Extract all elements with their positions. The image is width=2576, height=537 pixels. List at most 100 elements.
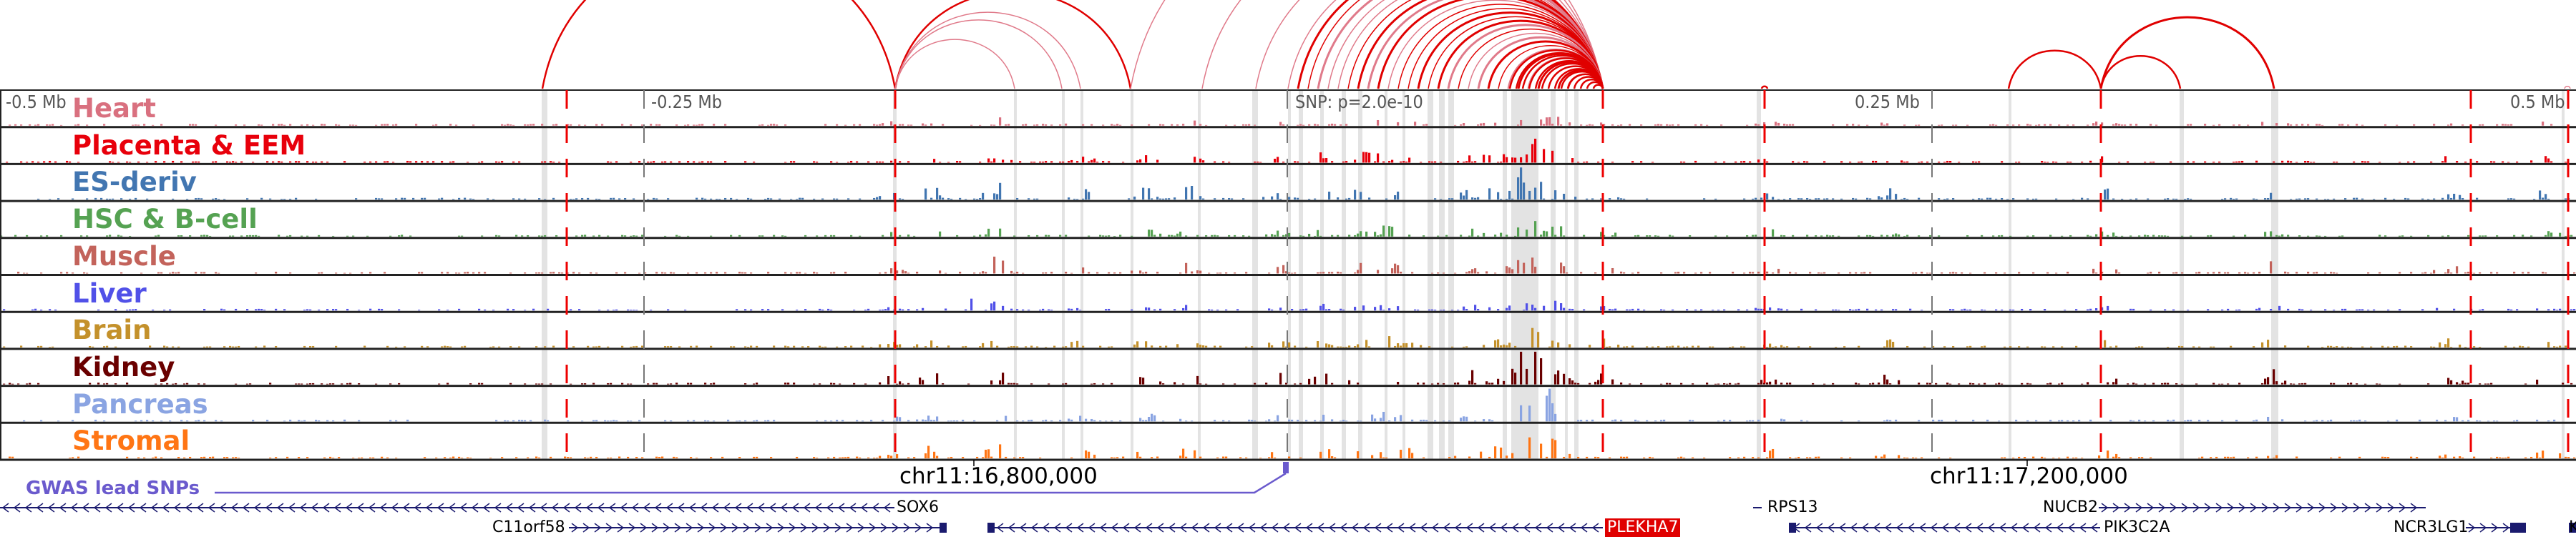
signal-bar xyxy=(816,272,819,274)
signal-bar xyxy=(701,124,704,126)
signal-bar xyxy=(1660,420,1663,422)
gene-label-plekha7[interactable]: PLEKHA7 xyxy=(1605,518,1681,537)
signal-bar xyxy=(2284,380,2287,385)
signal-bar xyxy=(1299,383,1302,385)
signal-bar xyxy=(1360,420,1362,422)
signal-bar xyxy=(1185,262,1188,274)
signal-bar xyxy=(552,197,555,200)
signal-bar xyxy=(1952,272,1955,274)
signal-bar xyxy=(1468,271,1471,274)
signal-bar xyxy=(882,420,884,422)
signal-bar xyxy=(1156,272,1159,274)
signal-bar xyxy=(2032,456,2035,458)
signal-bar xyxy=(813,457,816,458)
signal-bar xyxy=(1457,160,1460,163)
gene-label-nucb2[interactable]: NUCB2 xyxy=(2043,498,2099,516)
signal-bar xyxy=(1506,307,1508,311)
signal-bar xyxy=(1712,346,1714,348)
signal-bar xyxy=(2018,272,2021,274)
signal-bar xyxy=(1362,152,1365,163)
gene-label-c11orf58[interactable]: C11orf58 xyxy=(492,518,565,536)
signal-bar xyxy=(2212,124,2215,126)
signal-bar xyxy=(704,420,707,422)
signal-bar xyxy=(1606,346,1609,348)
signal-bar xyxy=(1068,197,1070,200)
signal-bar xyxy=(1308,233,1311,237)
signal-bar xyxy=(1692,383,1694,385)
signal-bar xyxy=(1895,419,1898,422)
signal-bar xyxy=(1700,272,1703,274)
signal-bar xyxy=(1076,161,1079,163)
signal-bar xyxy=(2456,266,2459,274)
chevron-left-icon xyxy=(162,503,170,513)
signal-bar xyxy=(1394,194,1397,200)
signal-bar xyxy=(2298,198,2301,200)
signal-bar xyxy=(850,160,853,163)
signal-bar xyxy=(1477,197,1480,200)
signal-bar xyxy=(973,420,976,422)
signal-bar xyxy=(2181,346,2184,348)
signal-bar xyxy=(2542,450,2545,458)
signal-bar xyxy=(1740,346,1743,348)
signal-bar xyxy=(1631,161,1634,163)
signal-bar xyxy=(1777,268,1780,274)
chevron-left-icon xyxy=(2033,523,2041,533)
signal-bar xyxy=(461,346,464,348)
signal-bar xyxy=(1634,419,1637,422)
signal-bar xyxy=(203,456,206,458)
signal-bar xyxy=(1483,345,1485,348)
signal-bar xyxy=(223,346,226,348)
signal-bar xyxy=(1222,197,1225,200)
signal-bar xyxy=(435,124,438,126)
signal-bar xyxy=(1174,382,1176,385)
signal-bar xyxy=(524,383,527,385)
chevron-right-icon xyxy=(674,523,682,533)
track-label: Brain xyxy=(72,315,152,346)
chevron-right-icon xyxy=(2101,503,2109,513)
signal-bar xyxy=(1397,343,1400,348)
signal-bar xyxy=(86,198,89,200)
signal-bar xyxy=(687,161,690,163)
signal-bar xyxy=(1883,346,1886,348)
signal-bar xyxy=(1780,345,1783,348)
signal-bar xyxy=(260,197,263,200)
signal-bar xyxy=(2399,272,2401,274)
signal-bar xyxy=(1780,308,1783,311)
signal-bar xyxy=(1732,272,1735,274)
signal-bar xyxy=(2041,456,2044,458)
gene-label-edge[interactable]: K xyxy=(2569,518,2576,536)
gene-label-rps13[interactable]: RPS13 xyxy=(1767,498,1818,516)
signal-bar xyxy=(896,454,899,458)
signal-bar xyxy=(1534,138,1537,163)
signal-bar xyxy=(655,272,658,274)
signal-bar xyxy=(670,420,673,422)
gene-label-ncr3lg1[interactable]: NCR3LG1 xyxy=(2394,518,2469,536)
signal-bar xyxy=(386,124,389,126)
signal-bar xyxy=(2502,124,2504,126)
signal-bar xyxy=(1772,197,1775,200)
signal-bar xyxy=(1955,124,1958,126)
signal-bar xyxy=(1199,270,1202,274)
signal-bar xyxy=(149,345,152,348)
chevron-left-icon xyxy=(345,503,353,513)
signal-bar xyxy=(1008,346,1010,348)
signal-bar xyxy=(352,235,355,237)
signal-bar xyxy=(1918,162,1921,163)
signal-bar xyxy=(870,420,873,422)
signal-bar xyxy=(1045,124,1048,126)
signal-bar xyxy=(166,346,169,348)
signal-bar xyxy=(1898,455,1901,458)
signal-bar xyxy=(1013,272,1016,274)
signal-bar xyxy=(1497,339,1500,348)
signal-bar xyxy=(395,124,398,126)
track-label: Kidney xyxy=(72,351,175,383)
gene-label-pik3c2a[interactable]: PIK3C2A xyxy=(2104,518,2170,536)
signal-bar xyxy=(2273,369,2275,385)
signal-bar xyxy=(907,235,910,237)
gene-label-sox6[interactable]: SOX6 xyxy=(897,498,939,516)
signal-bar xyxy=(1325,343,1328,348)
signal-bar xyxy=(2527,346,2530,348)
signal-bar xyxy=(126,161,129,163)
signal-bar xyxy=(1772,272,1775,274)
boundary-lines xyxy=(565,90,2570,460)
